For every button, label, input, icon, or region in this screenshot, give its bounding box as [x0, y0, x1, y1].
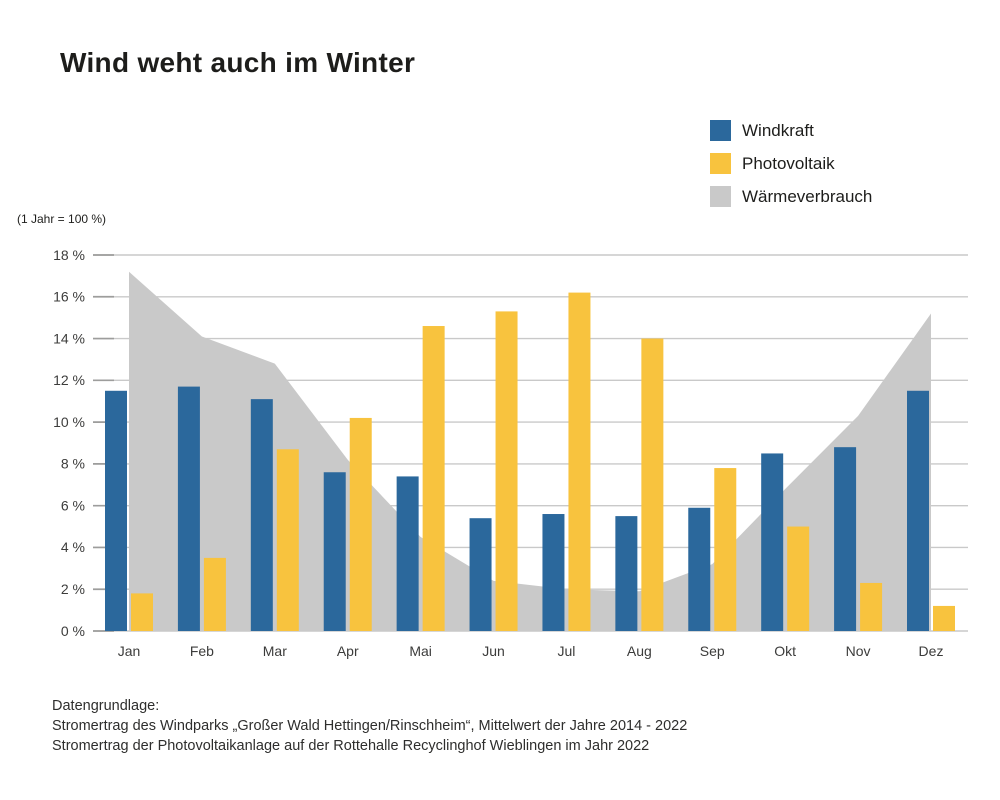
legend-label-windkraft: Windkraft: [742, 120, 814, 140]
windkraft-bar-mar: [250, 399, 273, 631]
windkraft-bar-mai: [396, 476, 419, 631]
legend-label-waermeverbrauch: Wärmeverbrauch: [742, 186, 873, 206]
y-axis-label: 4 %: [61, 539, 85, 555]
photovoltaik-bar-feb: [203, 557, 226, 631]
x-axis-label-aug: Aug: [627, 643, 652, 659]
y-axis-label: 18 %: [53, 247, 85, 263]
photovoltaik-bar-mar: [276, 449, 299, 631]
windkraft-bar-nov: [834, 447, 857, 631]
y-axis-label: 0 %: [61, 623, 85, 639]
legend-item-windkraft: Windkraft: [710, 120, 872, 141]
y-axis-label: 2 %: [61, 581, 85, 597]
windkraft-bar-sep: [688, 507, 711, 631]
windkraft-color-swatch: [710, 120, 731, 141]
footer-line-photovoltaik: Stromertrag der Photovoltaikanlage auf d…: [52, 738, 650, 754]
x-axis-label-jan: Jan: [118, 643, 141, 659]
photovoltaik-bar-jun: [495, 311, 518, 631]
x-axis-label-mar: Mar: [263, 643, 287, 659]
x-axis-label-jun: Jun: [482, 643, 505, 659]
windkraft-bar-apr: [323, 472, 346, 631]
photovoltaik-bar-mai: [422, 326, 445, 631]
x-axis-label-sep: Sep: [700, 643, 725, 659]
footer-source-note: Datengrundlage: Stromertrag des Windpark…: [52, 696, 687, 756]
footer-line-windpark: Stromertrag des Windparks „Großer Wald H…: [52, 718, 688, 734]
photovoltaik-bar-nov: [860, 582, 883, 631]
x-axis-label-mai: Mai: [409, 643, 432, 659]
x-axis-label-apr: Apr: [337, 643, 359, 659]
photovoltaik-bar-apr: [349, 417, 372, 631]
x-axis-label-dez: Dez: [919, 643, 944, 659]
x-axis-label-nov: Nov: [846, 643, 871, 659]
legend: Windkraft Photovoltaik Wärmeverbrauch: [710, 120, 872, 219]
photovoltaik-color-swatch: [710, 153, 731, 174]
legend-item-waermeverbrauch: Wärmeverbrauch: [710, 186, 872, 207]
legend-item-photovoltaik: Photovoltaik: [710, 153, 872, 174]
windkraft-bar-jul: [542, 514, 565, 631]
windkraft-bar-okt: [761, 453, 784, 631]
windkraft-bar-aug: [615, 516, 638, 631]
chart-title: Wind weht auch im Winter: [60, 46, 416, 78]
y-axis-label: 16 %: [53, 289, 85, 305]
x-axis-label-feb: Feb: [190, 643, 214, 659]
photovoltaik-bar-jul: [568, 292, 591, 631]
y-axis-label: 14 %: [53, 330, 85, 346]
x-axis-label-jul: Jul: [558, 643, 576, 659]
legend-label-photovoltaik: Photovoltaik: [742, 153, 835, 173]
y-axis-unit-note: (1 Jahr = 100 %): [17, 212, 107, 226]
windkraft-bar-jun: [469, 518, 492, 631]
photovoltaik-bar-sep: [714, 468, 737, 631]
y-axis-label: 6 %: [61, 497, 85, 513]
photovoltaik-bar-aug: [641, 338, 664, 631]
y-axis-label: 10 %: [53, 414, 85, 430]
y-axis-label: 12 %: [53, 372, 85, 388]
footer-heading: Datengrundlage:: [52, 698, 160, 714]
waermeverbrauch-area: [129, 271, 931, 631]
photovoltaik-bar-okt: [787, 526, 810, 631]
windkraft-bar-dez: [907, 390, 929, 631]
windkraft-bar-jan: [105, 390, 127, 631]
x-axis-label-okt: Okt: [774, 643, 796, 659]
windkraft-bar-feb: [177, 386, 200, 631]
y-axis-label: 8 %: [61, 456, 85, 472]
photovoltaik-bar-dez: [933, 605, 955, 631]
waermeverbrauch-color-swatch: [710, 186, 731, 207]
photovoltaik-bar-jan: [131, 593, 153, 631]
